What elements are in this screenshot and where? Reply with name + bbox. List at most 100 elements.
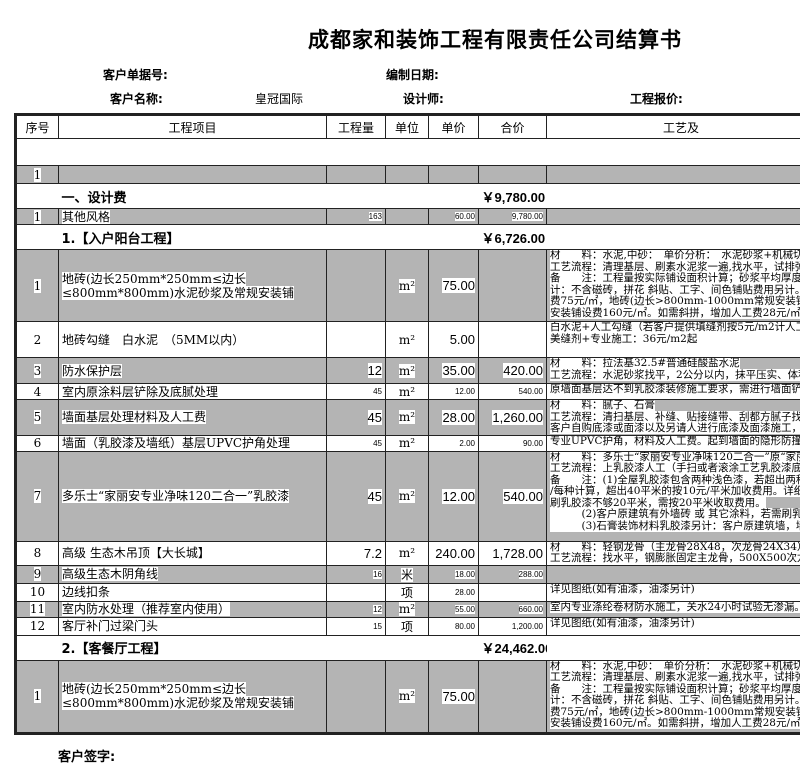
- unit: m²: [398, 546, 416, 560]
- unit-price: 12.00: [442, 488, 475, 504]
- table-row: 6 墙面（乳胶漆及墙纸）基层UPVC护角处理 45 m² 2.00 90.00 …: [15, 434, 800, 452]
- process-description: 材 料：腻子、石膏 工艺流程：清扫基层、补缝、贴接缝带、刮都方腻子找平 客户自购…: [550, 400, 800, 434]
- total-price: 288.00: [518, 569, 543, 579]
- item-name: 墙面（乳胶漆及墙纸）基层UPVC护角处理: [62, 436, 291, 450]
- unit: m²: [398, 602, 416, 616]
- row-number: 6: [33, 436, 42, 450]
- item-name: 地砖(边长250mm*250mm≤边长≤800mm*800mm)水泥砂浆及常规安…: [62, 271, 295, 300]
- item-name: 其他风格: [62, 209, 111, 224]
- quantity: 45: [373, 438, 382, 448]
- table-row: 12 客厅补门过梁门头 15 项 80.00 1,200.00 详见图纸(如有油…: [15, 616, 800, 636]
- section-row: 一、设计费 ￥9,780.00: [15, 183, 800, 209]
- header-row: 序号 工程项目 工程量 单位 单价 合价 工艺及: [15, 114, 800, 139]
- row-number: 3: [33, 363, 42, 378]
- header-cell: 单价: [428, 114, 479, 139]
- settlement-table: 序号 工程项目 工程量 单位 单价 合价 工艺及 1 一、设计费 ￥9,780.0…: [14, 113, 800, 735]
- unit-price: 28.00: [442, 409, 475, 425]
- row-number: 5: [33, 410, 42, 425]
- unit-price: 55.00: [454, 604, 475, 614]
- total-price: 1,200.00: [511, 621, 543, 631]
- quantity: 12: [373, 604, 382, 614]
- process-description: 专业UPVC护角，材料及人工费。起到墙面的隐形防撞作用: [550, 435, 800, 447]
- quantity: 15: [373, 621, 382, 631]
- row-number: 9: [33, 567, 42, 581]
- row-number: 7: [33, 489, 42, 503]
- blank-row: [15, 138, 800, 166]
- section-title: 2.【客餐厅工程】: [58, 634, 479, 661]
- unit: m²: [398, 689, 416, 703]
- table-row: 8 高级 生态木吊顶【大长城】 7.2 m² 240.00 1,728.00 材…: [15, 540, 800, 566]
- section-title: 1.【入户阳台工程】: [58, 224, 479, 250]
- total-price: 660.00: [518, 604, 543, 614]
- process-description: 详见图纸(如有油漆，油漆另计): [550, 583, 695, 595]
- process-description: 详见图纸(如有油漆，油漆另计): [550, 617, 695, 629]
- table-row: 1 其他风格 163 60.00 9,780.00: [15, 208, 800, 225]
- item-name: 多乐士“家丽安专业净味120二合一”乳胶漆: [62, 489, 290, 503]
- total-price: 1,728.00: [492, 545, 543, 561]
- designer-label: 设计师:: [403, 92, 444, 106]
- table-row: 7 多乐士“家丽安专业净味120二合一”乳胶漆 45 m² 12.00 540.…: [15, 450, 800, 542]
- row-number: 8: [33, 546, 42, 560]
- total-price: 1,260.00: [492, 409, 543, 425]
- unit: m²: [398, 332, 416, 347]
- table-row: 2 地砖勾缝 白水泥 （5MM以内） m² 5.00 白水泥+人工勾缝（若客户提…: [15, 321, 800, 358]
- unit: m²: [398, 278, 416, 293]
- table-row: 1 地砖(边长250mm*250mm≤边长≤800mm*800mm)水泥砂浆及常…: [15, 659, 800, 734]
- table-row: 11 室内防水处理（推荐室内使用） 12 m² 55.00 660.00 室内专…: [15, 600, 800, 618]
- item-name: 防水保护层: [62, 363, 123, 378]
- unit-price: 12.00: [454, 387, 475, 396]
- order-no-label: 客户单据号:: [103, 68, 168, 82]
- process-description: 材 料：拉法基32.5#普通硅酸盐水泥 工艺流程：水泥砂浆找平，2公分以内，抹平…: [550, 358, 800, 381]
- item-name: 地砖勾缝 白水泥 （5MM以内）: [62, 332, 245, 347]
- process-description: 原墙面基层达不到乳胶漆装修施工要求，需进行墙面铲除: [550, 383, 800, 395]
- item-name: 墙面基层处理材料及人工费: [62, 410, 207, 425]
- item-name: 高级生态木阴角线: [62, 567, 159, 581]
- row-number: 1: [33, 278, 42, 293]
- section-row: 1.【入户阳台工程】 ￥6,726.00: [15, 224, 800, 250]
- row-number: 10: [29, 585, 46, 599]
- header-cell: 工程项目: [58, 114, 327, 139]
- unit: m²: [398, 410, 416, 425]
- header-cell: 合价: [478, 114, 547, 139]
- quantity: 45: [373, 387, 382, 396]
- customer-value: 皇冠国际: [255, 92, 304, 106]
- row-number: 2: [33, 332, 42, 347]
- section-amount: ￥24,462.00: [478, 634, 547, 661]
- item-name: 室内原涂料层铲除及底腻处理: [62, 384, 219, 399]
- unit-price: 35.00: [442, 363, 475, 378]
- header-cell: 单位: [385, 114, 429, 139]
- process-description: 材 料：多乐士“家丽安专业净味120二合一”原“家丽 工艺流程：上乳胶漆人工（手…: [550, 452, 800, 532]
- table-row: 9 高级生态木阴角线 16 米 18.00 288.00: [15, 564, 800, 584]
- process-description: 白水泥+人工勾缝（若客户提供填缝剂按5元/m2计人工费） 美缝剂+专业施工：36…: [550, 321, 800, 345]
- process-description: 室内专业涤纶卷材防水施工，关水24小时试验无渗漏。: [550, 602, 800, 613]
- customer-label: 客户名称:: [110, 92, 163, 106]
- quantity: 7.2: [363, 545, 382, 561]
- row-number: 1: [33, 209, 42, 224]
- unit-price: 28.00: [454, 587, 475, 597]
- quantity: 45: [367, 488, 382, 504]
- quantity: 163: [368, 212, 382, 221]
- table-row: 4 室内原涂料层铲除及底腻处理 45 m² 12.00 540.00 原墙面基层…: [15, 383, 800, 400]
- header-cell: 工艺及: [546, 114, 800, 139]
- quantity: 45: [367, 409, 382, 425]
- quote-label: 工程报价:: [630, 92, 683, 106]
- row-number: 1: [33, 167, 42, 182]
- row-number: 4: [33, 384, 42, 399]
- section-amount: ￥6,726.00: [478, 224, 547, 250]
- item-name: 地砖(边长250mm*250mm≤边长≤800mm*800mm)水泥砂浆及常规安…: [62, 682, 295, 710]
- table-row: 5 墙面基层处理材料及人工费 45 m² 28.00 1,260.00 材 料：…: [15, 399, 800, 436]
- unit: m²: [398, 436, 416, 450]
- section-title: 一、设计费: [58, 183, 479, 209]
- section-amount: ￥9,780.00: [478, 183, 547, 209]
- process-description: 材 料：水泥,中砂： 单价分析： 水泥砂浆+机械切割人 工艺流程：清理基层、刷素…: [550, 661, 800, 729]
- table-row: 10 边线扣条 项 28.00 详见图纸(如有油漆，油漆另计): [15, 582, 800, 602]
- item-name: 客厅补门过梁门头: [62, 619, 159, 633]
- total-price: 540.00: [518, 387, 543, 396]
- header-cell: 工程量: [326, 114, 386, 139]
- unit-price: 75.00: [442, 278, 475, 293]
- unit-price: 18.00: [454, 569, 475, 579]
- row-number: 11: [29, 602, 46, 616]
- quantity: 16: [373, 569, 382, 579]
- date-label: 编制日期:: [386, 68, 439, 82]
- table-row: 1: [15, 165, 800, 184]
